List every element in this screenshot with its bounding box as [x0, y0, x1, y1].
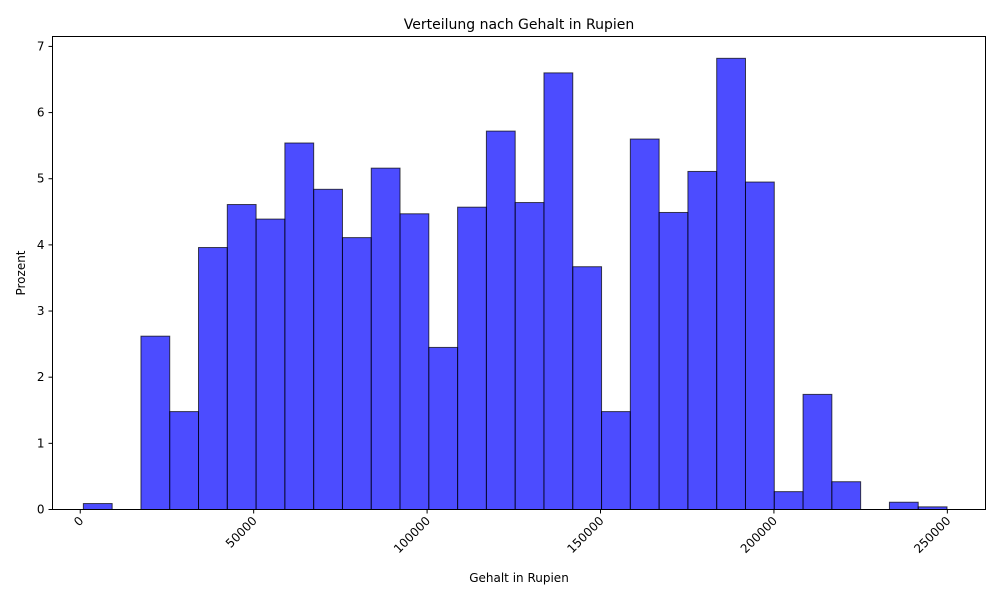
y-tick-label: 0 — [37, 503, 45, 517]
histogram-bar — [370, 167, 401, 510]
y-tick-label: 3 — [37, 304, 45, 318]
histogram-bar — [572, 266, 603, 511]
histogram-bar — [543, 72, 574, 510]
histogram-bar — [399, 213, 430, 511]
histogram-bar — [744, 181, 775, 511]
histogram-bar — [169, 411, 200, 511]
x-axis-ticks: 0 50000 100000 150000 200000 250000 — [71, 509, 953, 556]
histogram-bar — [802, 393, 833, 510]
x-tick-label: 150000 — [564, 514, 606, 556]
x-axis-label: Gehalt in Rupien — [469, 571, 569, 585]
histogram-bar — [255, 218, 286, 510]
histogram-bar — [82, 503, 113, 510]
y-tick-label: 4 — [37, 238, 45, 252]
histogram-bar — [629, 138, 660, 511]
y-tick-label: 7 — [37, 39, 45, 53]
plot-frame — [52, 36, 986, 510]
x-tick-label: 200000 — [738, 514, 780, 556]
y-tick-label: 5 — [37, 172, 45, 186]
histogram-bar — [140, 335, 171, 510]
histogram-bar — [226, 204, 257, 510]
histogram-bar — [601, 411, 631, 511]
x-tick-label: 0 — [71, 514, 86, 529]
histogram-bar — [313, 188, 343, 510]
x-tick-label: 250000 — [911, 514, 953, 556]
y-axis-ticks: 0 1 2 3 4 5 6 7 — [37, 39, 53, 517]
histogram-bar — [428, 346, 459, 510]
histogram-bar — [888, 501, 919, 511]
histogram-bar — [831, 481, 862, 511]
x-tick-label: 100000 — [391, 514, 433, 556]
y-axis-label: Prozent — [14, 250, 28, 295]
histogram-bar — [514, 202, 545, 511]
histogram-bar — [284, 142, 315, 510]
bars-group — [82, 57, 948, 511]
histogram-bar — [457, 206, 487, 511]
histogram-bar — [341, 237, 372, 510]
histogram-bar — [716, 57, 746, 510]
histogram-bar — [687, 170, 718, 510]
histogram-bar — [198, 247, 228, 510]
y-tick-label: 2 — [37, 370, 45, 384]
chart-title: Verteilung nach Gehalt in Rupien — [404, 17, 635, 33]
y-tick-label: 6 — [37, 106, 45, 120]
x-tick-label: 50000 — [223, 514, 260, 551]
histogram-bar — [485, 130, 516, 510]
histogram-bar — [658, 211, 689, 510]
y-tick-label: 1 — [37, 436, 45, 450]
histogram-bar — [773, 491, 804, 510]
